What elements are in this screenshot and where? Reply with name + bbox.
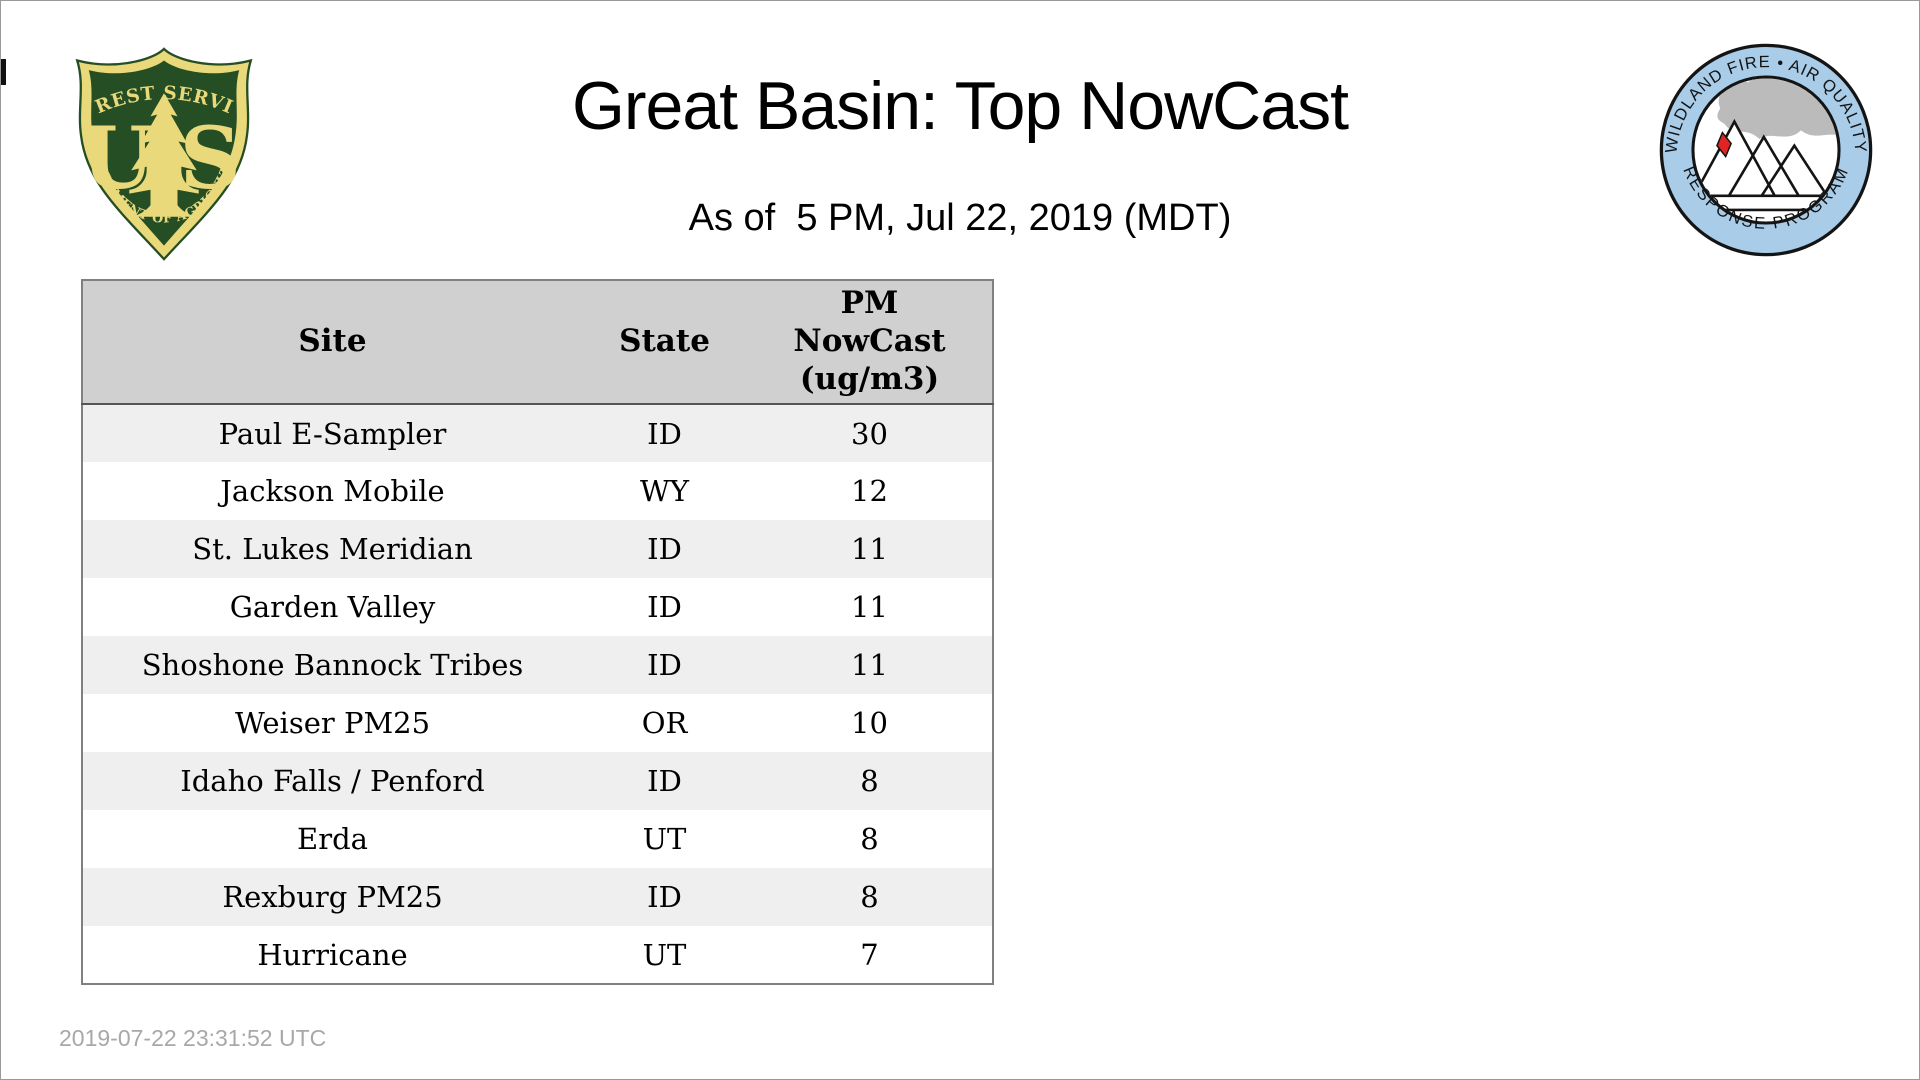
page-subtitle: As of 5 PM, Jul 22, 2019 (MDT) — [688, 197, 1232, 239]
pm-header-line3: (ug/m3) — [799, 360, 940, 397]
flame-mark-icon — [1716, 131, 1732, 159]
column-header-pm-nowcast: PM NowCast (ug/m3) — [747, 280, 993, 405]
pine-tree-icon — [129, 93, 199, 217]
value-cell: 11 — [747, 636, 993, 694]
value-cell: 12 — [747, 462, 993, 520]
pm-header-line2: NowCast — [793, 323, 946, 360]
site-cell: Erda — [82, 810, 582, 868]
value-cell: 11 — [747, 578, 993, 636]
table-body: Paul E-Sampler ID 30 Jackson Mobile WY 12 St. … — [82, 404, 993, 984]
table-row: Idaho Falls / Penford ID 8 — [82, 752, 993, 810]
table-row: St. Lukes Meridian ID 11 — [82, 520, 993, 578]
pm-header-line1: PM — [840, 285, 899, 322]
forest-service-logo: FOREST SERVICE DEPARTMENT OF AGRICULTURE… — [67, 47, 253, 261]
state-cell: ID — [582, 520, 747, 578]
value-cell: 7 — [747, 926, 993, 984]
table-row: Jackson Mobile WY 12 — [82, 462, 993, 520]
state-cell: WY — [582, 462, 747, 520]
forest-service-letter-s: S — [180, 109, 241, 209]
column-header-state: State — [582, 280, 747, 405]
table-row: Erda UT 8 — [82, 810, 993, 868]
state-cell: ID — [582, 636, 747, 694]
value-cell: 8 — [747, 810, 993, 868]
site-cell: Idaho Falls / Penford — [82, 752, 582, 810]
value-cell: 30 — [747, 404, 993, 462]
state-cell: OR — [582, 694, 747, 752]
site-cell: Paul E-Sampler — [82, 404, 582, 462]
wfaqrp-logo: WILDLAND FIRE • AIR QUALITY RESPONSE PRO… — [1659, 43, 1873, 257]
state-cell: ID — [582, 404, 747, 462]
table-row: Garden Valley ID 11 — [82, 578, 993, 636]
column-header-site: Site — [82, 280, 582, 405]
site-cell: Weiser PM25 — [82, 694, 582, 752]
value-cell: 8 — [747, 868, 993, 926]
value-cell: 8 — [747, 752, 993, 810]
nowcast-table: Site State PM NowCast (ug/m3) Paul E-Sam… — [81, 279, 994, 985]
site-cell: Jackson Mobile — [82, 462, 582, 520]
state-cell: ID — [582, 752, 747, 810]
state-cell: ID — [582, 868, 747, 926]
state-cell: ID — [582, 578, 747, 636]
table-row: Paul E-Sampler ID 30 — [82, 404, 993, 462]
wfaqrp-badge-icon: WILDLAND FIRE • AIR QUALITY RESPONSE PRO… — [1659, 43, 1873, 257]
table-row: Weiser PM25 OR 10 — [82, 694, 993, 752]
site-cell: St. Lukes Meridian — [82, 520, 582, 578]
table-row: Shoshone Bannock Tribes ID 11 — [82, 636, 993, 694]
value-cell: 11 — [747, 520, 993, 578]
table-row: Rexburg PM25 ID 8 — [82, 868, 993, 926]
site-cell: Hurricane — [82, 926, 582, 984]
table-header-row: Site State PM NowCast (ug/m3) — [82, 280, 993, 405]
value-cell: 10 — [747, 694, 993, 752]
table-row: Hurricane UT 7 — [82, 926, 993, 984]
state-cell: UT — [582, 810, 747, 868]
site-cell: Shoshone Bannock Tribes — [82, 636, 582, 694]
site-cell: Garden Valley — [82, 578, 582, 636]
page-title: Great Basin: Top NowCast — [572, 68, 1349, 144]
screen-edge-artifact — [1, 59, 6, 85]
state-cell: UT — [582, 926, 747, 984]
generation-timestamp: 2019-07-22 23:31:52 UTC — [59, 1025, 327, 1051]
mountains-icon — [1694, 118, 1838, 212]
forest-service-shield-icon: FOREST SERVICE DEPARTMENT OF AGRICULTURE… — [67, 47, 253, 261]
site-cell: Rexburg PM25 — [82, 868, 582, 926]
